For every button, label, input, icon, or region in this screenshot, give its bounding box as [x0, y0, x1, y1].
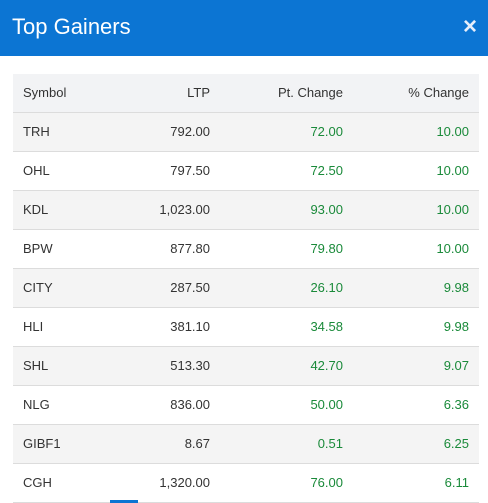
gainers-table: Symbol LTP Pt. Change % Change TRH 792.0…: [13, 74, 479, 503]
cell-ltp: 877.80: [113, 229, 210, 269]
cell-symbol: BPW: [13, 229, 113, 269]
cell-pct-change: 9.98: [343, 268, 479, 308]
cell-ltp: 287.50: [113, 268, 210, 308]
table-header-row: Symbol LTP Pt. Change % Change: [13, 74, 479, 113]
cell-pt-change: 26.10: [210, 268, 343, 308]
modal-header: Top Gainers ×: [0, 0, 488, 56]
cell-pt-change: 42.70: [210, 346, 343, 386]
header-pct-change[interactable]: % Change: [343, 74, 479, 113]
cell-ltp: 836.00: [113, 385, 210, 425]
gainers-table-container: Symbol LTP Pt. Change % Change TRH 792.0…: [13, 74, 479, 503]
cell-ltp: 797.50: [113, 151, 210, 191]
cell-symbol: CITY: [13, 268, 113, 308]
cell-pct-change: 9.98: [343, 307, 479, 347]
cell-pt-change: 79.80: [210, 229, 343, 269]
cell-pct-change: 10.00: [343, 151, 479, 191]
header-ltp[interactable]: LTP: [113, 74, 210, 113]
table-row[interactable]: CITY 287.50 26.10 9.98: [13, 268, 479, 308]
table-row[interactable]: CGH 1,320.00 76.00 6.11: [13, 463, 479, 503]
scroll-indicator[interactable]: [110, 500, 138, 503]
cell-symbol: HLI: [13, 307, 113, 347]
table-row[interactable]: SHL 513.30 42.70 9.07: [13, 346, 479, 386]
table-row[interactable]: KDL 1,023.00 93.00 10.00: [13, 190, 479, 230]
cell-symbol: CGH: [13, 463, 113, 503]
cell-pct-change: 10.00: [343, 112, 479, 152]
table-row[interactable]: NLG 836.00 50.00 6.36: [13, 385, 479, 425]
close-icon[interactable]: ×: [460, 15, 480, 39]
cell-pct-change: 10.00: [343, 190, 479, 230]
cell-symbol: NLG: [13, 385, 113, 425]
cell-pt-change: 34.58: [210, 307, 343, 347]
cell-pt-change: 76.00: [210, 463, 343, 503]
cell-symbol: OHL: [13, 151, 113, 191]
cell-symbol: GIBF1: [13, 424, 113, 464]
cell-pct-change: 9.07: [343, 346, 479, 386]
cell-symbol: KDL: [13, 190, 113, 230]
cell-pt-change: 0.51: [210, 424, 343, 464]
cell-pt-change: 50.00: [210, 385, 343, 425]
header-symbol[interactable]: Symbol: [13, 74, 113, 113]
cell-pct-change: 6.36: [343, 385, 479, 425]
cell-ltp: 792.00: [113, 112, 210, 152]
cell-ltp: 381.10: [113, 307, 210, 347]
cell-ltp: 8.67: [113, 424, 210, 464]
cell-symbol: TRH: [13, 112, 113, 152]
cell-ltp: 1,320.00: [113, 463, 210, 503]
cell-pct-change: 10.00: [343, 229, 479, 269]
table-row[interactable]: BPW 877.80 79.80 10.00: [13, 229, 479, 269]
cell-pt-change: 93.00: [210, 190, 343, 230]
header-pt-change[interactable]: Pt. Change: [210, 74, 343, 113]
cell-pct-change: 6.25: [343, 424, 479, 464]
table-row[interactable]: OHL 797.50 72.50 10.00: [13, 151, 479, 191]
cell-ltp: 513.30: [113, 346, 210, 386]
cell-pct-change: 6.11: [343, 463, 479, 503]
table-row[interactable]: TRH 792.00 72.00 10.00: [13, 112, 479, 152]
modal-title: Top Gainers: [12, 14, 131, 39]
cell-pt-change: 72.00: [210, 112, 343, 152]
table-row[interactable]: HLI 381.10 34.58 9.98: [13, 307, 479, 347]
cell-symbol: SHL: [13, 346, 113, 386]
table-row[interactable]: GIBF1 8.67 0.51 6.25: [13, 424, 479, 464]
cell-ltp: 1,023.00: [113, 190, 210, 230]
cell-pt-change: 72.50: [210, 151, 343, 191]
